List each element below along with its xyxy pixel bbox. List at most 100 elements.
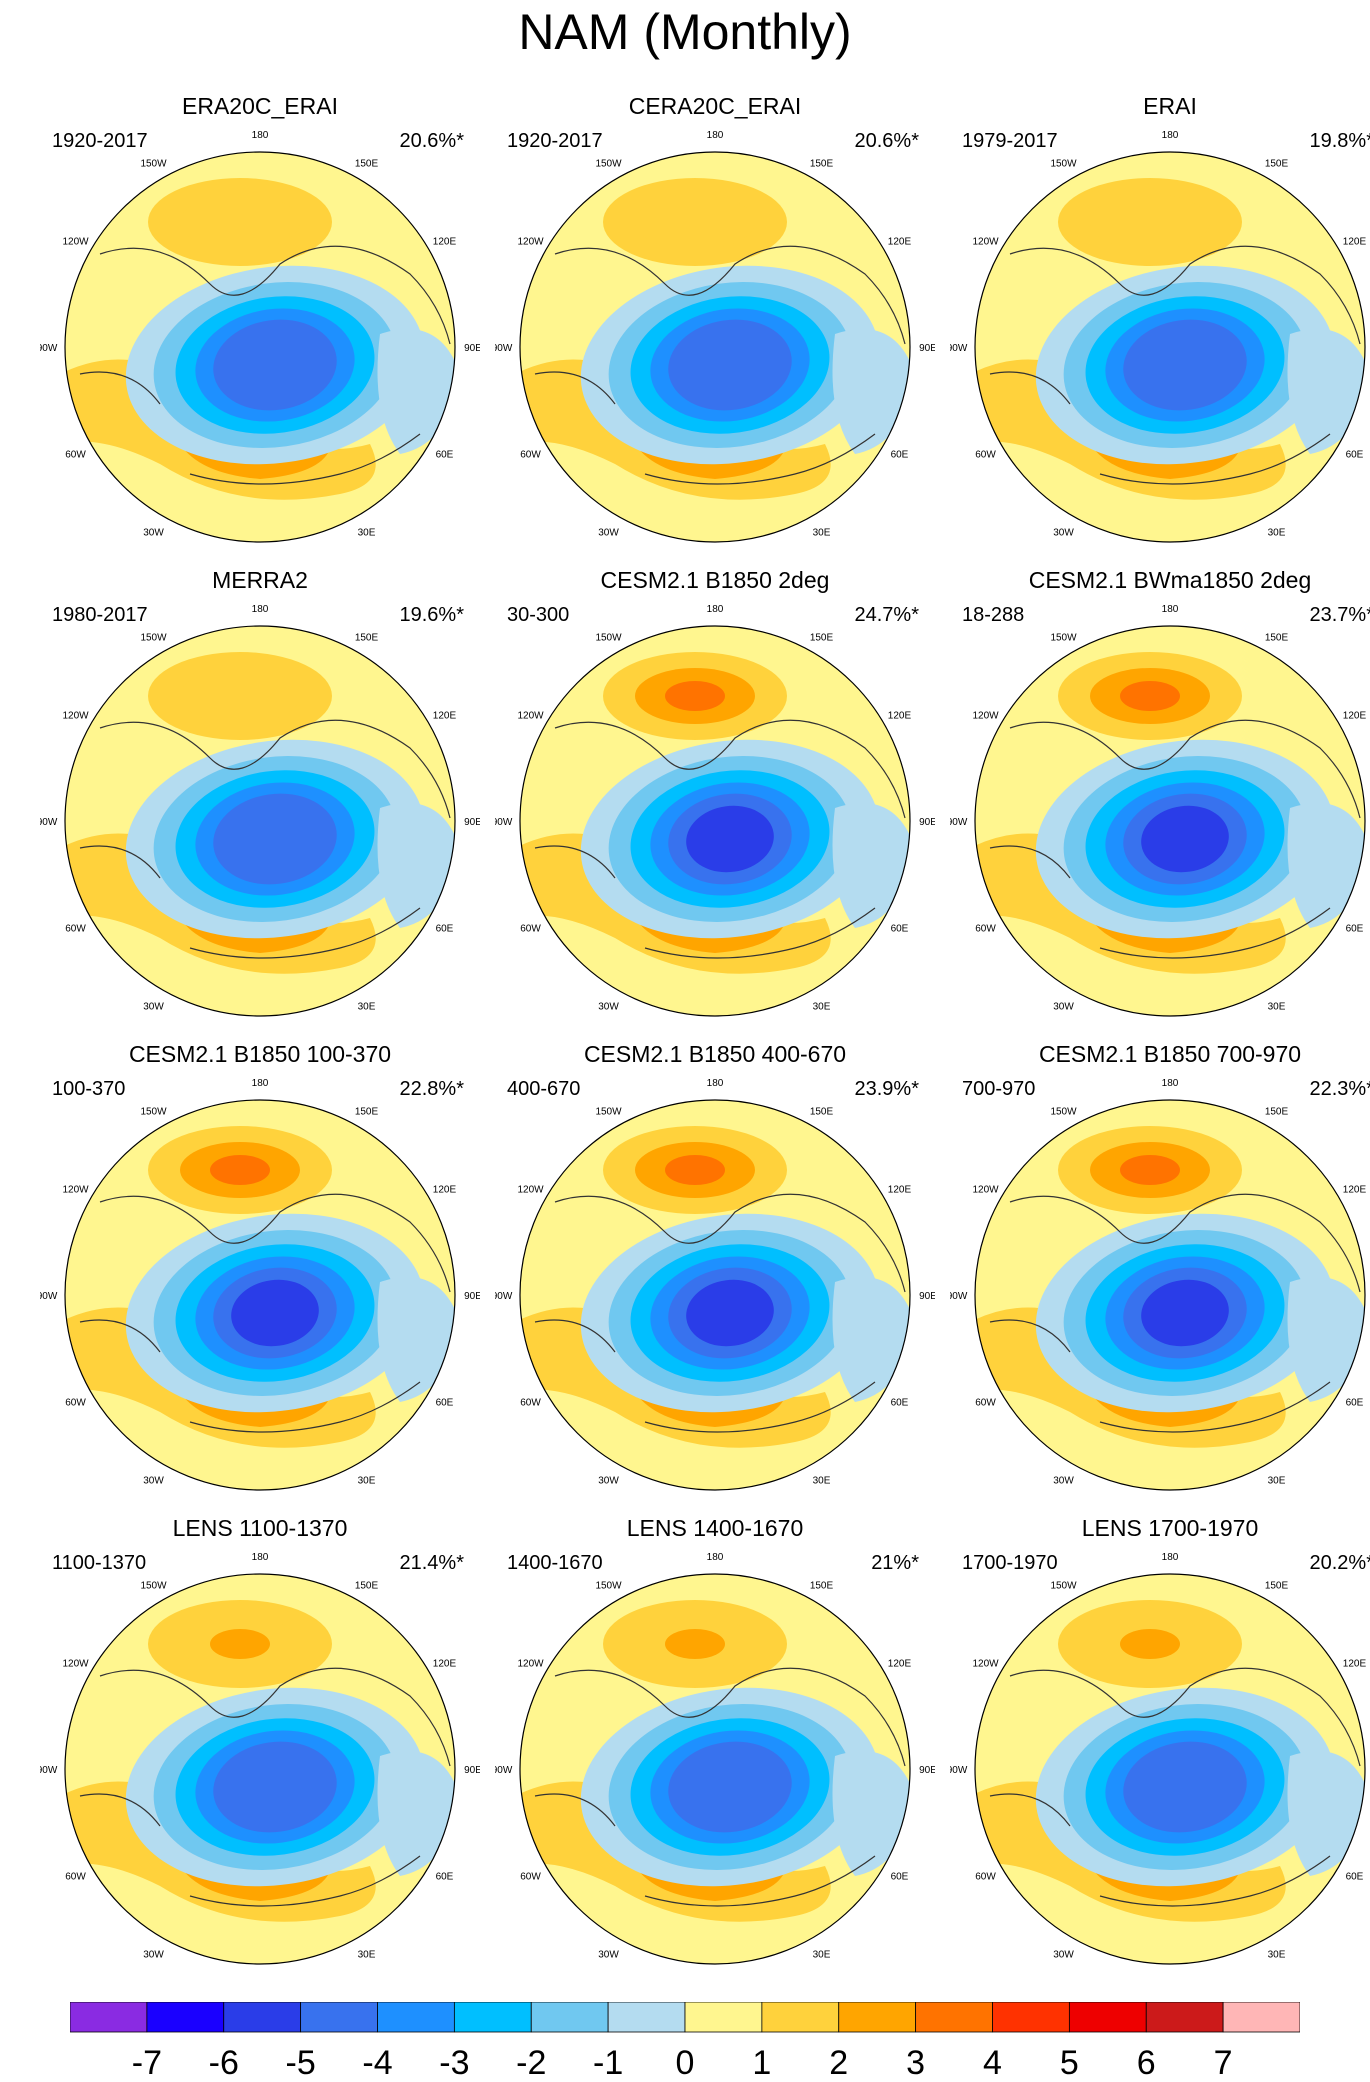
longitude-label: 60E xyxy=(891,1398,909,1409)
map-panel: ERA20C_ERAI 1920-2017 20.6%* 180 150E 120E 90E… xyxy=(40,92,480,552)
longitude-label: 30W xyxy=(1053,1475,1074,1486)
map-boundary xyxy=(974,151,1366,543)
longitude-label: 150W xyxy=(140,1581,167,1592)
panel-variance-explained: 20.6%* xyxy=(399,130,465,152)
arctic-negative-contour xyxy=(1123,1741,1247,1833)
polar-map: 180150E120E90E60E30E030W60W90W120W150W xyxy=(950,1078,1366,1491)
longitude-label: 30E xyxy=(813,527,831,538)
arctic-negative-contour xyxy=(231,1279,319,1347)
longitude-label: 30E xyxy=(813,1949,831,1960)
pacific-positive-contour xyxy=(665,1629,725,1659)
longitude-label: 60E xyxy=(891,450,909,461)
longitude-label: 30W xyxy=(598,1949,619,1960)
map-boundary xyxy=(974,1573,1366,1965)
longitude-label: 150E xyxy=(810,1581,834,1592)
panel-variance-explained: 20.2%* xyxy=(1309,1552,1370,1574)
longitude-label: 150E xyxy=(810,633,834,644)
colorbar-swatch xyxy=(992,2002,1070,2033)
longitude-label: 120W xyxy=(62,237,89,248)
longitude-label: 60W xyxy=(65,924,86,935)
longitude-label: 30E xyxy=(358,527,376,538)
arctic-negative-contour xyxy=(213,793,337,885)
map-panel: LENS 1100-1370 1100-1370 21.4%* 180 150E 120E… xyxy=(40,1514,480,1974)
longitude-label: 120W xyxy=(62,1185,89,1196)
longitude-label: 30E xyxy=(813,1001,831,1012)
pacific-positive-contour xyxy=(1120,1155,1180,1185)
longitude-label: 30W xyxy=(598,527,619,538)
longitude-label: 120E xyxy=(433,1185,457,1196)
pacific-positive-contour xyxy=(1120,681,1180,711)
map-panel: CESM2.1 BWma1850 2deg 18-288 23.7%* 180 150E… xyxy=(950,566,1370,1026)
colorbar-swatch xyxy=(223,2002,302,2033)
colorbar: -7 -6 -5 -4 -3 -2 -1 0 1 2 3 4 5 6 7 xyxy=(70,2002,1300,2082)
longitude-label: 150W xyxy=(140,1107,167,1118)
longitude-label: 150E xyxy=(1265,1581,1289,1592)
map-boundary xyxy=(64,625,456,1017)
longitude-label: 60W xyxy=(65,1872,86,1883)
longitude-label: 150E xyxy=(1265,1107,1289,1118)
colorbar-label: -4 xyxy=(362,2044,392,2082)
longitude-label: 60W xyxy=(65,1398,86,1409)
longitude-label: 150E xyxy=(810,1107,834,1118)
panel-title: CESM2.1 B1850 400-670 xyxy=(583,1041,847,1067)
panel-title: LENS 1100-1370 xyxy=(172,1515,348,1541)
colorbar-swatch xyxy=(70,2002,148,2033)
longitude-label: 120W xyxy=(972,237,999,248)
arctic-negative-contour xyxy=(686,805,774,873)
pacific-positive-contour xyxy=(210,1155,270,1185)
colorbar-label: 2 xyxy=(829,2044,848,2082)
longitude-label: 120E xyxy=(888,237,912,248)
longitude-label: 90E xyxy=(464,817,480,828)
longitude-label: 60W xyxy=(975,924,996,935)
longitude-label: 180 xyxy=(252,604,269,615)
panel-variance-explained: 19.8%* xyxy=(1309,130,1370,152)
longitude-label: 30E xyxy=(358,1001,376,1012)
arctic-negative-contour xyxy=(668,319,792,411)
longitude-label: 150E xyxy=(810,159,834,170)
coastline xyxy=(989,1193,1361,1433)
longitude-label: 30W xyxy=(598,1001,619,1012)
panel-period: 1980-2017 xyxy=(52,604,148,626)
map-panel: ERAI1979-201719.8%*180150E120E90E60E30E0… xyxy=(950,92,1370,552)
panel-period: 1700-1970 xyxy=(962,1552,1058,1574)
longitude-label: 180 xyxy=(1162,130,1179,141)
longitude-label: 60W xyxy=(975,1398,996,1409)
longitude-label: 150E xyxy=(355,159,379,170)
colorbar-label: 1 xyxy=(752,2044,771,2082)
longitude-label: 30E xyxy=(1268,1475,1286,1486)
arctic-negative-contour xyxy=(686,1279,774,1347)
longitude-label: 30E xyxy=(358,1475,376,1486)
longitude-label: 150W xyxy=(1050,633,1077,644)
arctic-negative-contour xyxy=(1123,319,1247,411)
colorbar-label: 4 xyxy=(983,2044,1002,2082)
arctic-negative-contour xyxy=(668,1741,792,1833)
longitude-label: 30E xyxy=(813,1475,831,1486)
longitude-label: 30W xyxy=(598,1475,619,1486)
panel-period: 700-970 xyxy=(962,1078,1036,1100)
colorbar-label: 5 xyxy=(1060,2044,1079,2082)
coastline xyxy=(989,719,1361,959)
panel-period: 30-300 xyxy=(507,604,570,626)
coastline xyxy=(534,1667,906,1907)
arctic-negative-contour xyxy=(1141,1279,1229,1347)
map-panel: LENS 1400-1670 1400-1670 21%* 180 150E 120E 90… xyxy=(495,1514,935,1974)
colorbar-swatch xyxy=(607,2002,686,2033)
arctic-negative-contour xyxy=(1141,805,1229,873)
panel-title: CESM2.1 B1850 2deg xyxy=(600,567,830,593)
panel-variance-explained: 21.4%* xyxy=(399,1552,465,1574)
coastline xyxy=(534,245,906,485)
colorbar-swatch xyxy=(1145,2002,1224,2033)
longitude-label: 90W xyxy=(495,817,513,828)
map-boundary xyxy=(974,625,1366,1017)
figure-title: NAM (Monthly) xyxy=(518,4,852,60)
longitude-label: 120W xyxy=(517,1185,544,1196)
coastline xyxy=(534,1193,906,1433)
coastline xyxy=(79,245,451,485)
longitude-label: 120E xyxy=(1343,1659,1367,1670)
longitude-label: 120E xyxy=(888,711,912,722)
longitude-label: 90E xyxy=(919,1291,935,1302)
pacific-positive-contour xyxy=(1120,1629,1180,1659)
polar-map: 180150E120E90E60E30E030W60W90W120W150W xyxy=(495,1078,935,1491)
panel-variance-explained: 24.7%* xyxy=(854,604,920,626)
longitude-label: 60E xyxy=(436,1398,454,1409)
